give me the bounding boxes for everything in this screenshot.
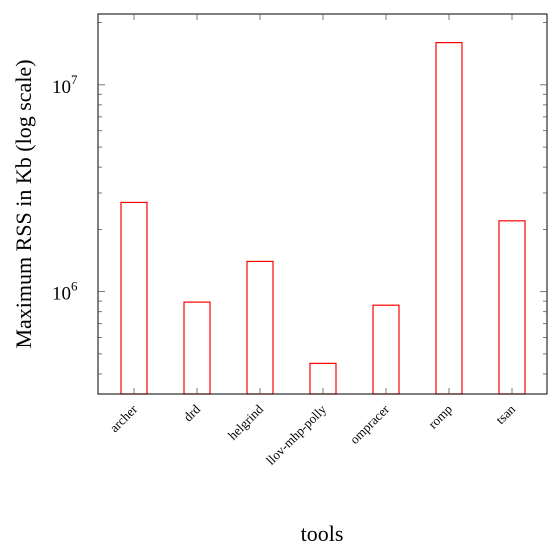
y-tick-label: 107	[52, 72, 78, 98]
x-tick-label: drd	[180, 401, 203, 424]
y-tick-label: 106	[52, 279, 78, 305]
y-axis-label: Maximum RSS in Kb (log scale)	[11, 59, 36, 348]
bars-group	[120, 42, 526, 395]
ticks-group	[98, 14, 547, 394]
x-tick-label: tsan	[493, 401, 519, 427]
bar-romp	[435, 42, 463, 395]
bar-drd	[183, 301, 211, 395]
bar-ompracer	[372, 304, 400, 395]
plot-frame	[97, 13, 548, 395]
bar-helgrind	[246, 260, 274, 395]
x-tick-label: llov-mhp-polly	[263, 401, 330, 468]
x-tick-label: helgrind	[225, 401, 267, 443]
bar-tsan	[498, 220, 526, 395]
bar-archer	[120, 201, 148, 395]
y-tick-labels: 106 107	[52, 72, 78, 305]
x-tick-label: archer	[107, 401, 141, 435]
x-tick-label: ompracer	[347, 401, 393, 447]
x-axis-label: tools	[301, 521, 344, 546]
x-tick-label: romp	[425, 402, 455, 432]
